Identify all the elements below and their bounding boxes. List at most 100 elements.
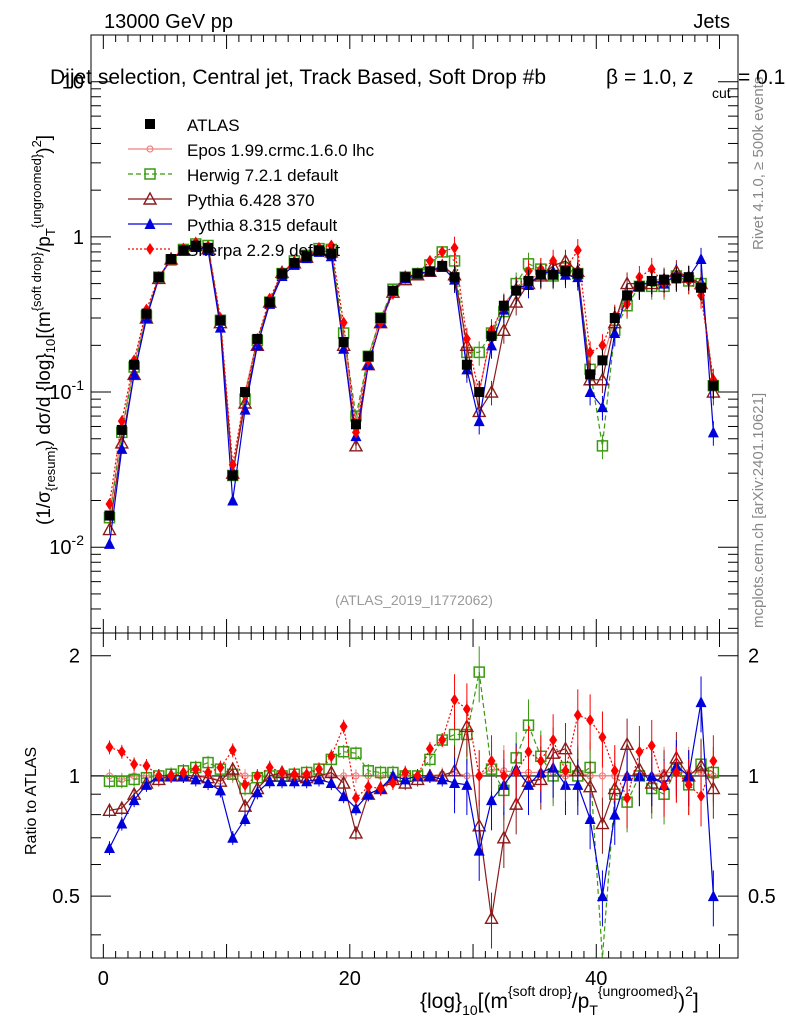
beta-symbol: β <box>606 66 618 89</box>
data-point <box>596 401 608 413</box>
ratio-point <box>190 773 202 785</box>
data-point <box>560 266 571 277</box>
ratio-point <box>265 761 274 774</box>
ratio-point <box>473 666 485 678</box>
legend-entry: Herwig 7.2.1 default <box>128 166 338 185</box>
ratio-point <box>350 747 362 759</box>
ratio-point <box>598 772 607 780</box>
data-point <box>289 257 300 268</box>
data-point <box>634 281 645 292</box>
ratio-point <box>191 763 200 776</box>
analysis-watermark: (ATLAS_2019_I1772062) <box>335 592 493 608</box>
data-point <box>548 269 559 280</box>
plot-title-beta: β = 1.0, z <box>606 66 693 89</box>
data-point <box>338 337 349 348</box>
data-point <box>659 274 670 285</box>
data-point <box>190 240 201 251</box>
legend-marker <box>142 191 158 205</box>
ratio-point <box>561 764 570 777</box>
ratio-point <box>598 731 607 744</box>
legend-marker <box>144 218 156 229</box>
legend: ATLAS Epos 1.99.crmc.1.6.0 lhc Herwig 7.2.… <box>128 116 375 260</box>
legend-marker <box>144 168 156 180</box>
ratio-point <box>253 769 262 782</box>
data-point <box>228 458 237 471</box>
ratio-point <box>202 777 214 789</box>
data-point <box>178 245 189 256</box>
ratio-point <box>462 703 471 716</box>
x-axis-title: {log}10[(m{soft drop}/pT{ungroomed})2] <box>420 983 699 1018</box>
ratio-point <box>278 766 287 779</box>
data-point <box>511 285 522 296</box>
data-point <box>473 346 485 359</box>
ratio-point <box>461 778 473 790</box>
data-point <box>609 313 620 324</box>
legend-label: Pythia 6.428 370 <box>187 191 315 210</box>
data-point <box>695 253 707 265</box>
ratio-point <box>313 773 325 785</box>
y-tick-label: 10-2 <box>49 532 84 559</box>
ratio-y-tick-label: 2 <box>69 646 80 668</box>
data-point <box>214 321 226 333</box>
legend-entry: Pythia 8.315 default <box>128 216 338 235</box>
ratio-point <box>103 841 115 853</box>
ratio-point <box>338 790 350 802</box>
y-tick-label: 10 <box>62 72 84 94</box>
ratio-point <box>573 709 582 722</box>
ratio-point <box>487 754 496 767</box>
ratio-point <box>595 816 610 830</box>
data-point <box>105 497 114 510</box>
ratio-point <box>348 825 364 839</box>
ratio-point <box>276 775 288 787</box>
ratio-point <box>584 813 596 825</box>
ratio-point <box>351 792 360 805</box>
data-point <box>425 254 434 267</box>
ratio-point <box>549 734 558 747</box>
ratio-point <box>706 781 721 795</box>
ratio-point <box>142 759 151 772</box>
ratio-point <box>214 784 226 796</box>
ratio-point <box>105 741 114 754</box>
ratio-point <box>237 798 253 812</box>
data-point <box>671 273 682 284</box>
ratio-point <box>290 768 299 781</box>
ratio-point <box>508 796 524 810</box>
ratio-point <box>339 720 348 733</box>
data-point <box>647 263 656 276</box>
data-point <box>424 266 435 277</box>
legend-entry: Pythia 6.428 370 <box>128 191 315 210</box>
plot-title-main: Dijet selection, Central jet, Track Base… <box>50 66 546 89</box>
ratio-point <box>522 778 534 790</box>
series-line <box>108 241 714 505</box>
data-point <box>498 300 509 311</box>
ratio-point <box>401 766 410 779</box>
data-point <box>473 415 485 427</box>
data-point <box>595 372 610 386</box>
data-point <box>117 415 126 428</box>
data-point <box>400 272 411 283</box>
header-right: Jets <box>693 11 730 33</box>
ratio-sherpa <box>105 674 718 829</box>
data-point <box>450 241 459 254</box>
ratio-point <box>619 736 635 751</box>
data-point <box>104 510 115 521</box>
ratio-point <box>709 754 718 767</box>
ratio-point <box>473 844 485 856</box>
ratio-point <box>596 890 608 902</box>
ratio-point <box>647 739 656 752</box>
ratio-point <box>116 817 128 829</box>
ratio-point <box>499 769 508 782</box>
ratio-point <box>350 802 362 814</box>
data-point <box>573 244 582 257</box>
x-tick-label: 20 <box>339 968 361 990</box>
data-point <box>584 386 596 398</box>
data-point <box>696 282 707 293</box>
ratio-point <box>572 778 584 790</box>
series-pythia <box>102 238 721 536</box>
data-point <box>348 438 364 452</box>
data-point <box>239 403 251 415</box>
ratio-y-axis-title: Ratio to ATLAS <box>23 747 40 855</box>
ratio-point <box>424 769 436 781</box>
ratio-point <box>684 778 693 791</box>
data-point <box>586 346 595 359</box>
